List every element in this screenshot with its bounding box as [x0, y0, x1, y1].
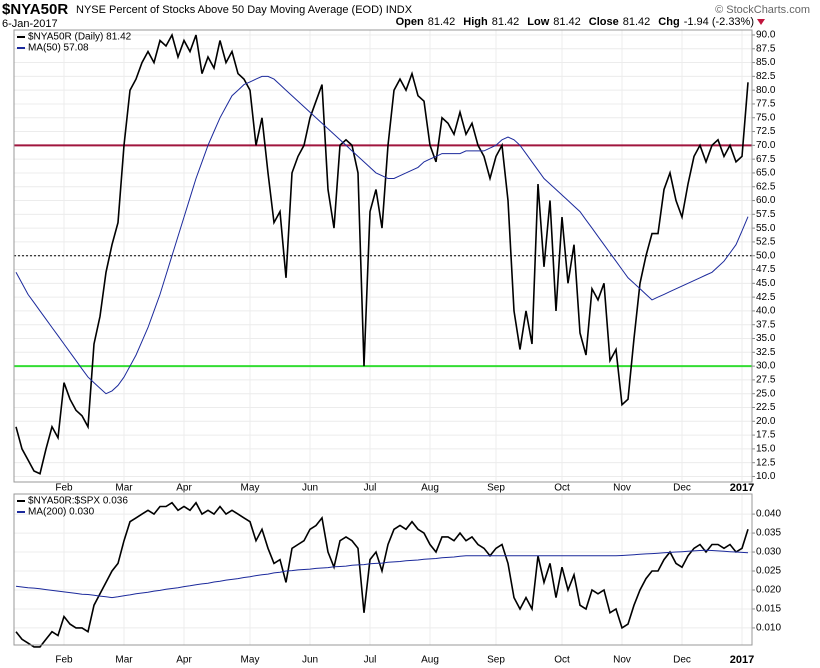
y-tick-label: 42.5 [756, 292, 776, 303]
x-tick-label: Oct [554, 655, 570, 666]
y-tick-label: 0.020 [756, 585, 781, 596]
y-tick-label: 60.0 [756, 195, 776, 206]
y-tick-label: 57.5 [756, 209, 776, 220]
x-tick-label: Apr [176, 483, 192, 494]
x-tick-label: Feb [55, 655, 73, 666]
y-tick-label: 67.5 [756, 154, 776, 165]
x-tick-label: Dec [673, 655, 691, 666]
series-line [15, 75, 749, 395]
series-line [15, 501, 749, 648]
y-tick-label: 65.0 [756, 168, 776, 179]
x-tick-label: Oct [554, 483, 570, 494]
plot-frame [13, 29, 753, 483]
down-arrow [757, 19, 765, 25]
y-tick-label: 40.0 [756, 306, 776, 317]
quote-value: -1.94 (-2.33%) [684, 16, 754, 28]
y-tick-label: 0.010 [756, 623, 781, 634]
y-tick-label: 17.5 [756, 430, 776, 441]
y-tick-label: 0.025 [756, 566, 781, 577]
y-tick-label: 10.0 [756, 471, 776, 482]
date: 6-Jan-2017 [2, 18, 58, 30]
x-tick-label: Dec [673, 483, 691, 494]
y-tick-label: 70.0 [756, 140, 776, 151]
y-tick-label: 37.5 [756, 319, 776, 330]
series-line [15, 32, 749, 475]
copyright: © StockCharts.com [715, 4, 810, 16]
legend-label: $NYA50R (Daily) 81.42 [28, 32, 132, 43]
x-tick-label: Aug [421, 655, 439, 666]
y-tick-label: 15.0 [756, 444, 776, 455]
legend-label: MA(200) 0.030 [28, 507, 95, 518]
x-tick-label: May [241, 655, 260, 666]
quote-value: 81.42 [553, 16, 581, 28]
x-tick-label: Jul [364, 483, 377, 494]
x-tick-label: Mar [115, 483, 133, 494]
y-tick-label: 87.5 [756, 43, 776, 54]
y-tick-label: 30.0 [756, 361, 776, 372]
y-tick-label: 80.0 [756, 85, 776, 96]
quote-label: Low [527, 16, 549, 28]
y-tick-label: 27.5 [756, 375, 776, 386]
y-tick-label: 32.5 [756, 347, 776, 358]
quote-label: Open [396, 16, 424, 28]
y-tick-label: 22.5 [756, 402, 776, 413]
y-tick-label: 45.0 [756, 278, 776, 289]
quote: Open 81.42 High 81.42 Low 81.42 Close 81.42 Chg -… [396, 16, 754, 28]
x-tick-label: Jul [364, 655, 377, 666]
x-tick-label: Mar [115, 655, 133, 666]
y-tick-label: 52.5 [756, 237, 776, 248]
y-tick-label: 82.5 [756, 71, 776, 82]
quote-value: 81.42 [428, 16, 456, 28]
x-tick-label: May [241, 483, 260, 494]
y-tick-label: 25.0 [756, 388, 776, 399]
y-tick-label: 85.0 [756, 57, 776, 68]
legend-label: $NYA50R:$SPX 0.036 [28, 496, 128, 507]
y-tick-label: 72.5 [756, 126, 776, 137]
plot-frame [13, 493, 753, 646]
x-tick-label: Jun [302, 483, 318, 494]
x-tick-label: 2017 [730, 654, 754, 666]
y-tick-label: 55.0 [756, 223, 776, 234]
x-tick-label: Sep [487, 483, 505, 494]
x-tick-label: Jun [302, 655, 318, 666]
quote-value: 81.42 [492, 16, 520, 28]
y-tick-label: 0.035 [756, 528, 781, 539]
quote-label: Chg [658, 16, 679, 28]
y-tick-label: 0.040 [756, 509, 781, 520]
y-tick-label: 77.5 [756, 99, 776, 110]
y-tick-label: 50.0 [756, 250, 776, 261]
quote-label: Close [589, 16, 619, 28]
y-tick-label: 0.030 [756, 547, 781, 558]
symbol: $NYA50R [2, 1, 68, 18]
x-tick-label: Apr [176, 655, 192, 666]
quote-value: 81.42 [623, 16, 651, 28]
x-tick-label: 2017 [730, 482, 754, 494]
y-tick-label: 47.5 [756, 264, 776, 275]
y-tick-label: 12.5 [756, 457, 776, 468]
x-tick-label: Sep [487, 655, 505, 666]
y-tick-label: 62.5 [756, 181, 776, 192]
series-line [15, 549, 749, 599]
y-tick-label: 90.0 [756, 30, 776, 41]
x-tick-label: Nov [613, 483, 631, 494]
y-tick-label: 35.0 [756, 333, 776, 344]
x-tick-label: Feb [55, 483, 73, 494]
x-tick-label: Aug [421, 483, 439, 494]
legend-label: MA(50) 57.08 [28, 43, 89, 54]
x-tick-label: Nov [613, 655, 631, 666]
chart-title: NYSE Percent of Stocks Above 50 Day Movi… [76, 4, 413, 16]
quote-label: High [463, 16, 488, 28]
y-tick-label: 20.0 [756, 416, 776, 427]
y-tick-label: 75.0 [756, 112, 776, 123]
y-tick-label: 0.015 [756, 604, 781, 615]
